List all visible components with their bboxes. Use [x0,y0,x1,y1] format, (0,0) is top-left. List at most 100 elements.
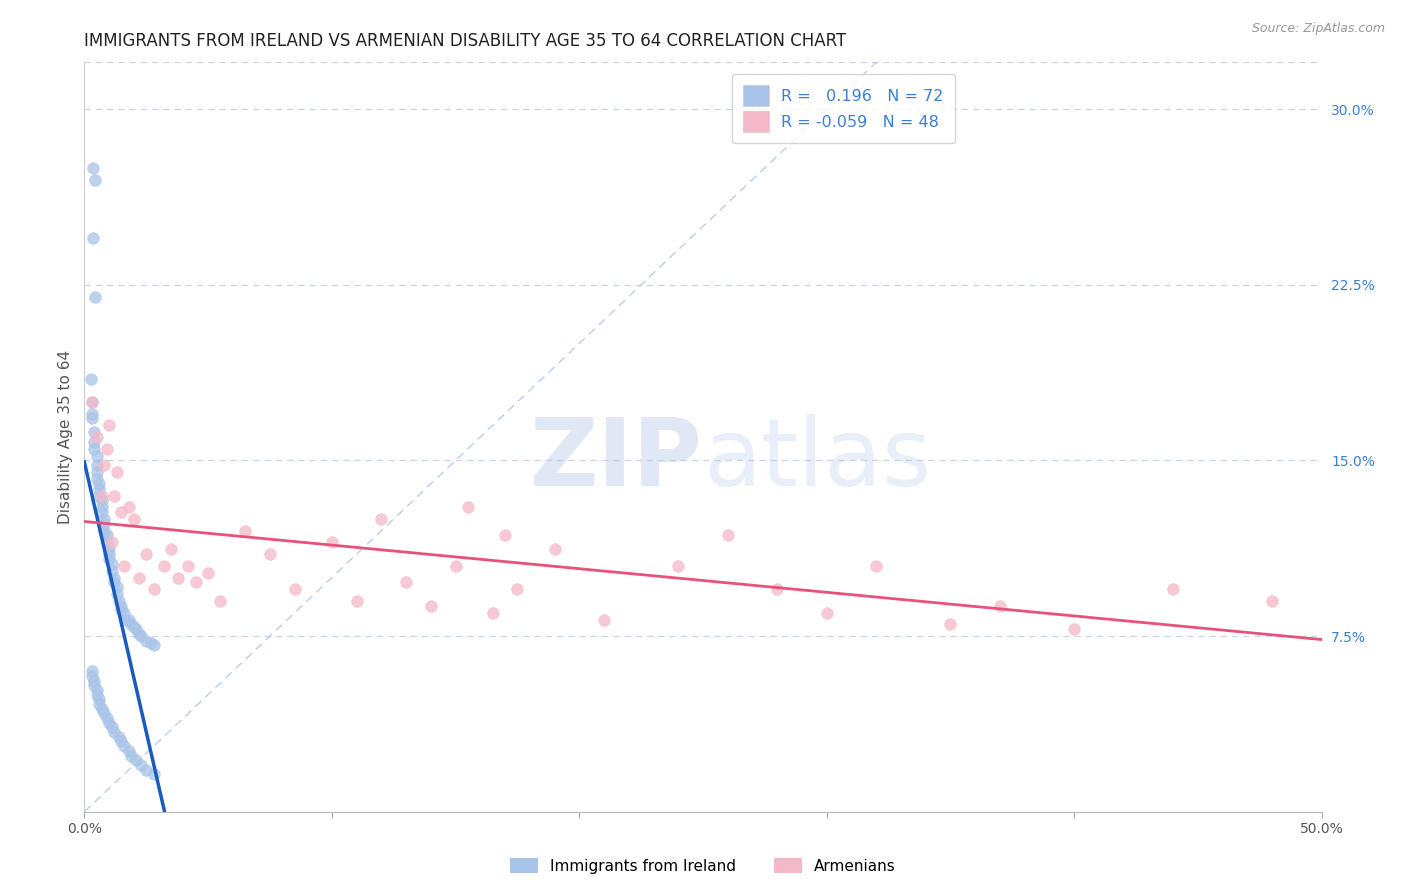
Point [177,558,200,573]
Point [100,535,122,549]
Point [100,557,122,571]
Point [815,606,838,620]
Point [98,551,121,566]
Point [939,617,962,632]
Point [103,489,125,503]
Point [86,688,108,702]
Point [128,626,150,640]
Point [112,739,135,753]
Point [80,395,103,409]
Point [108,730,131,744]
Point [90,493,112,508]
Point [93,458,115,473]
Point [83,434,105,449]
Point [105,580,128,594]
Point [120,617,142,632]
Point [105,465,128,479]
Point [125,753,148,767]
Point [766,582,789,597]
Point [90,489,112,503]
Point [86,430,108,444]
Point [80,411,103,425]
Point [80,407,103,421]
Point [89,489,111,503]
Point [129,758,152,772]
Point [1261,594,1284,608]
Point [118,613,141,627]
Point [142,767,165,781]
Point [84,289,107,303]
Point [84,172,107,186]
Point [419,599,441,613]
Point [105,587,128,601]
Point [346,594,368,608]
Point [98,418,121,433]
Point [506,582,529,597]
Text: IMMIGRANTS FROM IRELAND VS ARMENIAN DISABILITY AGE 35 TO 64 CORRELATION CHART: IMMIGRANTS FROM IRELAND VS ARMENIAN DISA… [84,32,846,50]
Point [83,425,105,440]
Point [82,161,104,175]
Point [129,629,152,643]
Point [593,613,616,627]
Point [100,721,122,735]
Point [666,558,689,573]
Point [90,505,112,519]
Point [112,558,135,573]
Point [86,472,108,486]
Point [89,692,111,706]
Text: ZIP: ZIP [530,414,703,506]
Point [1161,582,1184,597]
Point [494,528,516,542]
Point [86,458,108,473]
Point [93,706,115,721]
Point [112,606,135,620]
Point [100,564,122,578]
Point [160,542,183,557]
Point [90,500,112,515]
Point [96,535,118,549]
Point [395,575,418,590]
Point [83,673,105,688]
Point [141,636,163,650]
Point [184,575,207,590]
Point [370,512,392,526]
Point [481,606,503,620]
Point [110,505,132,519]
Point [125,622,148,636]
Point [103,725,125,739]
Point [93,516,115,531]
Point [122,512,145,526]
Point [93,524,115,538]
Point [135,763,157,777]
Point [988,599,1011,613]
Point [103,575,125,590]
Point [135,633,157,648]
Point [543,542,565,557]
Point [197,566,219,580]
Legend: R =   0.196   N = 72, R = -0.059   N = 48: R = 0.196 N = 72, R = -0.059 N = 48 [731,74,955,144]
Point [233,524,256,538]
Point [128,571,150,585]
Point [86,449,108,463]
Y-axis label: Disability Age 35 to 64: Disability Age 35 to 64 [58,350,73,524]
Point [93,512,115,526]
Point [110,734,132,748]
Point [89,476,111,491]
Point [142,582,165,597]
Legend: Immigrants from Ireland, Armenians: Immigrants from Ireland, Armenians [505,852,901,880]
Text: atlas: atlas [703,414,931,506]
Point [98,715,121,730]
Point [120,748,142,763]
Point [83,678,105,692]
Point [118,744,141,758]
Point [86,465,108,479]
Point [86,683,108,698]
Point [209,594,232,608]
Point [1063,622,1085,636]
Point [142,639,165,653]
Text: Source: ZipAtlas.com: Source: ZipAtlas.com [1251,22,1385,36]
Point [110,599,132,613]
Point [98,547,121,561]
Point [80,669,103,683]
Point [96,711,118,725]
